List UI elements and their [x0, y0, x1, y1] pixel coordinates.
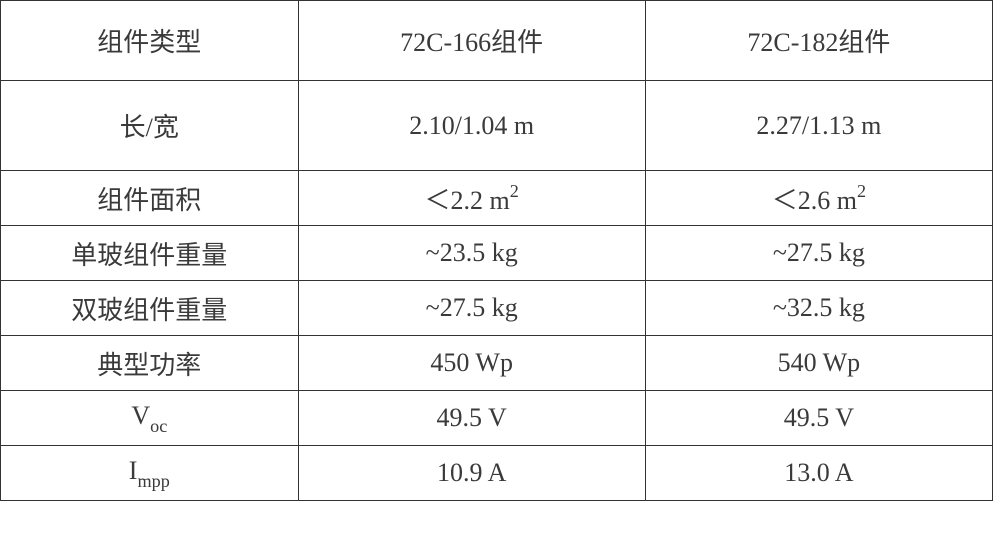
header-col2-cell: 72C-182组件: [645, 1, 992, 81]
row-col1-cell: ＜2.2 m2: [298, 171, 645, 226]
row-label-cell: 双玻组件重量: [1, 281, 299, 336]
header-label-cell: 组件类型: [1, 1, 299, 81]
row-col2-cell: 2.27/1.13 m: [645, 81, 992, 171]
spec-table-body: 组件类型 72C-166组件 72C-182组件 长/宽 2.10/1.04 m2…: [1, 1, 993, 501]
row-label-cell: 单玻组件重量: [1, 226, 299, 281]
row-label-cell: 典型功率: [1, 336, 299, 391]
header-col1-text: 72C-166组件: [400, 28, 543, 57]
row-col1-cell: ~23.5 kg: [298, 226, 645, 281]
row-label-text: 双玻组件重量: [71, 296, 227, 325]
row-label-cell: Voc: [1, 391, 299, 446]
table-row: Voc 49.5 V49.5 V: [1, 391, 993, 446]
row-label-cell: 组件面积: [1, 171, 299, 226]
table-header-row: 组件类型 72C-166组件 72C-182组件: [1, 1, 993, 81]
table-row: 单玻组件重量 ~23.5 kg~27.5 kg: [1, 226, 993, 281]
row-col2-cell: 13.0 A: [645, 446, 992, 501]
row-col2-cell: ~32.5 kg: [645, 281, 992, 336]
row-col2-cell: ~27.5 kg: [645, 226, 992, 281]
table-row: 长/宽 2.10/1.04 m2.27/1.13 m: [1, 81, 993, 171]
spec-table-container: 组件类型 72C-166组件 72C-182组件 长/宽 2.10/1.04 m2…: [0, 0, 993, 501]
spec-table: 组件类型 72C-166组件 72C-182组件 长/宽 2.10/1.04 m2…: [0, 0, 993, 501]
row-col1-cell: 49.5 V: [298, 391, 645, 446]
row-label-cell: 长/宽: [1, 81, 299, 171]
row-col1-cell: 10.9 A: [298, 446, 645, 501]
row-label-text: Voc: [131, 401, 167, 430]
table-row: 组件面积 ＜2.2 m2＜2.6 m2: [1, 171, 993, 226]
row-col2-cell: 49.5 V: [645, 391, 992, 446]
header-col2-text: 72C-182组件: [747, 28, 890, 57]
row-label-text: Impp: [129, 456, 170, 485]
row-label-cell: Impp: [1, 446, 299, 501]
row-col1-cell: 450 Wp: [298, 336, 645, 391]
row-label-text: 单玻组件重量: [71, 241, 227, 270]
row-col2-cell: 540 Wp: [645, 336, 992, 391]
header-col1-cell: 72C-166组件: [298, 1, 645, 81]
row-label-text: 典型功率: [97, 351, 201, 380]
row-label-text: 长/宽: [120, 113, 179, 142]
table-row: 典型功率 450 Wp540 Wp: [1, 336, 993, 391]
header-label-text: 组件类型: [97, 28, 201, 57]
row-col2-cell: ＜2.6 m2: [645, 171, 992, 226]
table-row: Impp 10.9 A13.0 A: [1, 446, 993, 501]
table-row: 双玻组件重量 ~27.5 kg~32.5 kg: [1, 281, 993, 336]
row-label-text: 组件面积: [97, 186, 201, 215]
row-col1-cell: ~27.5 kg: [298, 281, 645, 336]
row-col1-cell: 2.10/1.04 m: [298, 81, 645, 171]
